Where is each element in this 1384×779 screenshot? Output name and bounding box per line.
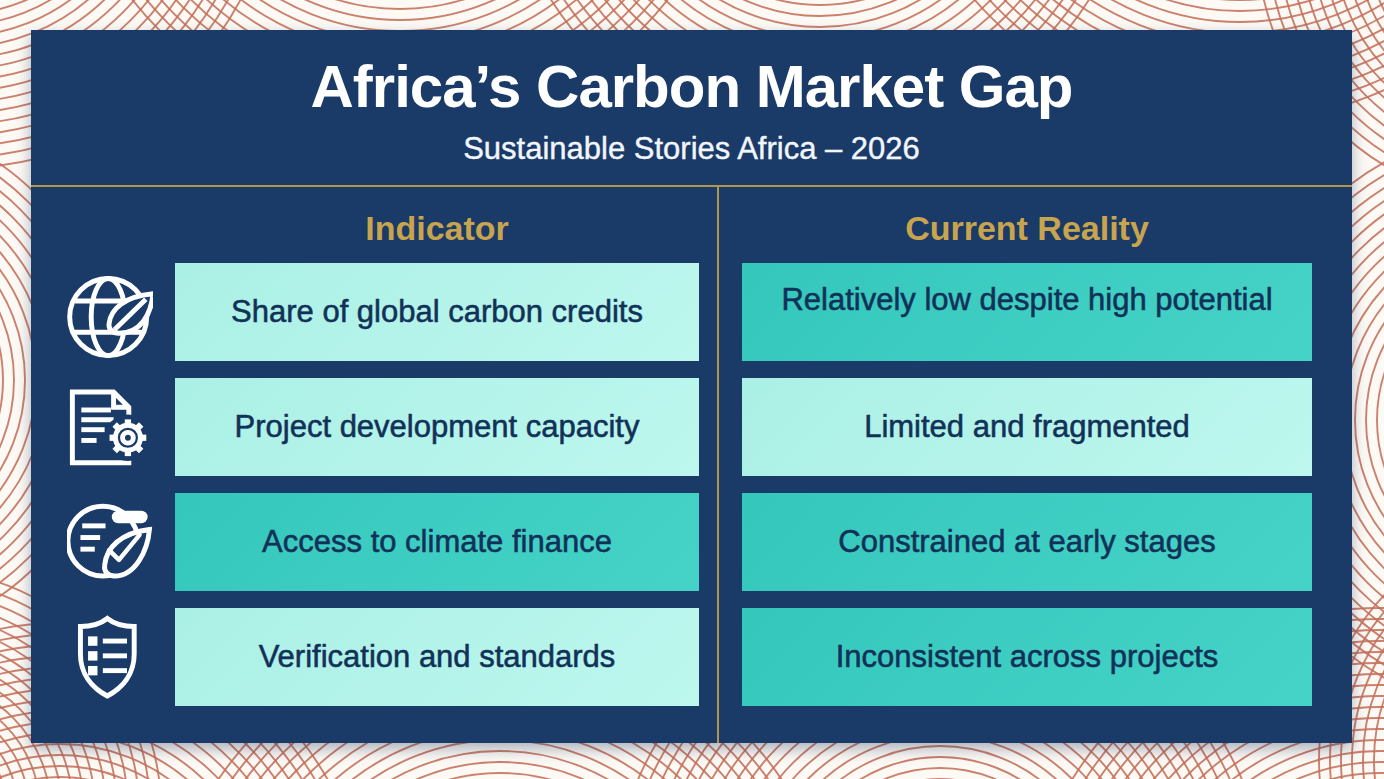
reality-cell: Inconsistent across projects (742, 608, 1312, 706)
indicator-cell: Project development capacity (175, 378, 699, 476)
document-gear-icon (67, 384, 153, 470)
reality-cell: Relatively low despite high potential (742, 263, 1312, 361)
globe-leaf-icon (67, 275, 153, 361)
indicator-cell: Share of global carbon credits (175, 263, 699, 361)
shield-checklist-icon (67, 614, 153, 700)
reality-cell: Constrained at early stages (742, 493, 1312, 591)
column-header-indicator: Indicator (175, 208, 699, 248)
column-divider (717, 185, 719, 743)
page-title: Africa’s Carbon Market Gap (31, 52, 1352, 121)
finance-leaf-icon (67, 499, 153, 585)
header-divider (31, 185, 1352, 187)
reality-cell: Limited and fragmented (742, 378, 1312, 476)
carbon-market-card: Africa’s Carbon Market Gap Sustainable S… (31, 30, 1352, 743)
page-subtitle: Sustainable Stories Africa – 2026 (31, 131, 1352, 167)
indicator-cell: Verification and standards (175, 608, 699, 706)
indicator-cell: Access to climate finance (175, 493, 699, 591)
column-header-current-reality: Current Reality (742, 208, 1312, 248)
